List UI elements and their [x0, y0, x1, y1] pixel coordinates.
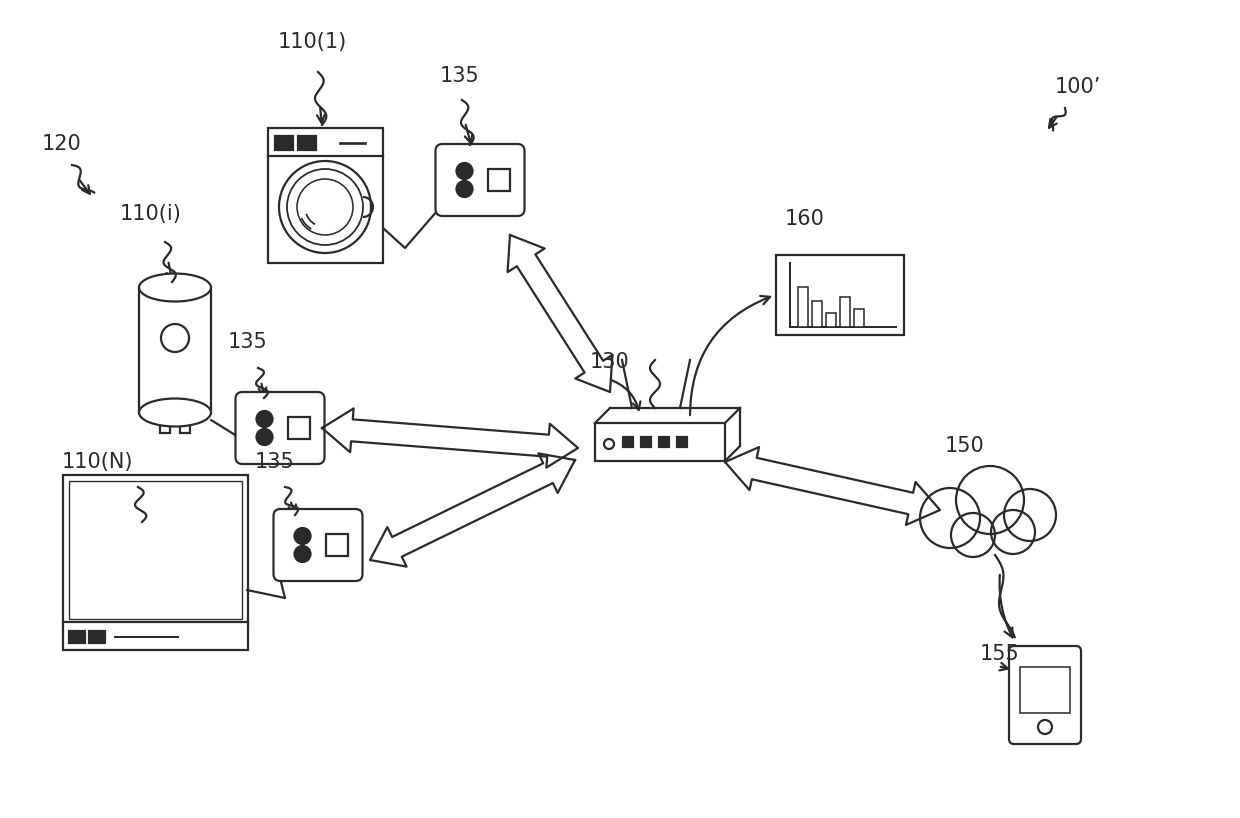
Circle shape	[1038, 720, 1052, 734]
Bar	[776, 255, 904, 335]
Circle shape	[286, 169, 363, 245]
Bar	[160, 425, 170, 433]
Bar	[326, 534, 348, 556]
Bar	[1021, 667, 1070, 713]
Circle shape	[456, 181, 472, 197]
Text: 100’: 100’	[1055, 77, 1101, 97]
Circle shape	[1004, 489, 1056, 541]
Bar	[812, 301, 822, 327]
Text: 135: 135	[228, 332, 268, 352]
Bar	[62, 475, 248, 625]
Ellipse shape	[139, 273, 211, 302]
Bar	[641, 437, 651, 447]
Bar	[68, 481, 242, 619]
Bar	[622, 437, 632, 447]
Circle shape	[456, 163, 472, 179]
FancyBboxPatch shape	[435, 144, 525, 216]
Circle shape	[951, 513, 994, 557]
Bar	[268, 128, 382, 263]
Bar	[180, 425, 190, 433]
Bar	[920, 490, 1050, 545]
Text: 120: 120	[42, 134, 82, 154]
Circle shape	[920, 488, 980, 548]
Bar	[489, 169, 510, 191]
Text: 110(1): 110(1)	[278, 32, 347, 52]
Bar	[595, 423, 725, 461]
Text: 135: 135	[255, 452, 295, 472]
Bar	[68, 631, 84, 643]
Bar	[139, 286, 211, 414]
Bar	[658, 437, 670, 447]
Bar	[826, 313, 836, 327]
Bar	[298, 136, 315, 150]
Bar	[677, 437, 687, 447]
Polygon shape	[507, 235, 613, 392]
Bar	[274, 136, 293, 150]
Bar	[288, 417, 310, 439]
Text: 110(N): 110(N)	[62, 452, 134, 472]
Text: 160: 160	[785, 209, 825, 229]
Circle shape	[604, 439, 614, 449]
Circle shape	[991, 510, 1035, 554]
Circle shape	[279, 161, 371, 253]
Polygon shape	[370, 453, 575, 567]
FancyBboxPatch shape	[1009, 646, 1081, 744]
Bar	[839, 297, 849, 327]
Bar	[62, 622, 248, 650]
Ellipse shape	[139, 398, 211, 426]
Text: 155: 155	[980, 644, 1019, 664]
Bar	[799, 287, 808, 327]
Polygon shape	[725, 447, 940, 525]
Bar	[88, 631, 104, 643]
Circle shape	[298, 179, 353, 235]
Circle shape	[257, 429, 273, 445]
Text: 130: 130	[590, 352, 630, 372]
Text: 135: 135	[440, 66, 480, 86]
Circle shape	[295, 528, 310, 544]
Bar	[854, 309, 864, 327]
Circle shape	[295, 546, 310, 562]
FancyBboxPatch shape	[236, 392, 325, 464]
Polygon shape	[322, 408, 578, 468]
Circle shape	[956, 466, 1024, 534]
Text: 110(i): 110(i)	[120, 204, 182, 224]
Text: 150: 150	[945, 436, 985, 456]
Circle shape	[161, 324, 188, 352]
Circle shape	[257, 411, 273, 427]
FancyBboxPatch shape	[274, 509, 362, 581]
